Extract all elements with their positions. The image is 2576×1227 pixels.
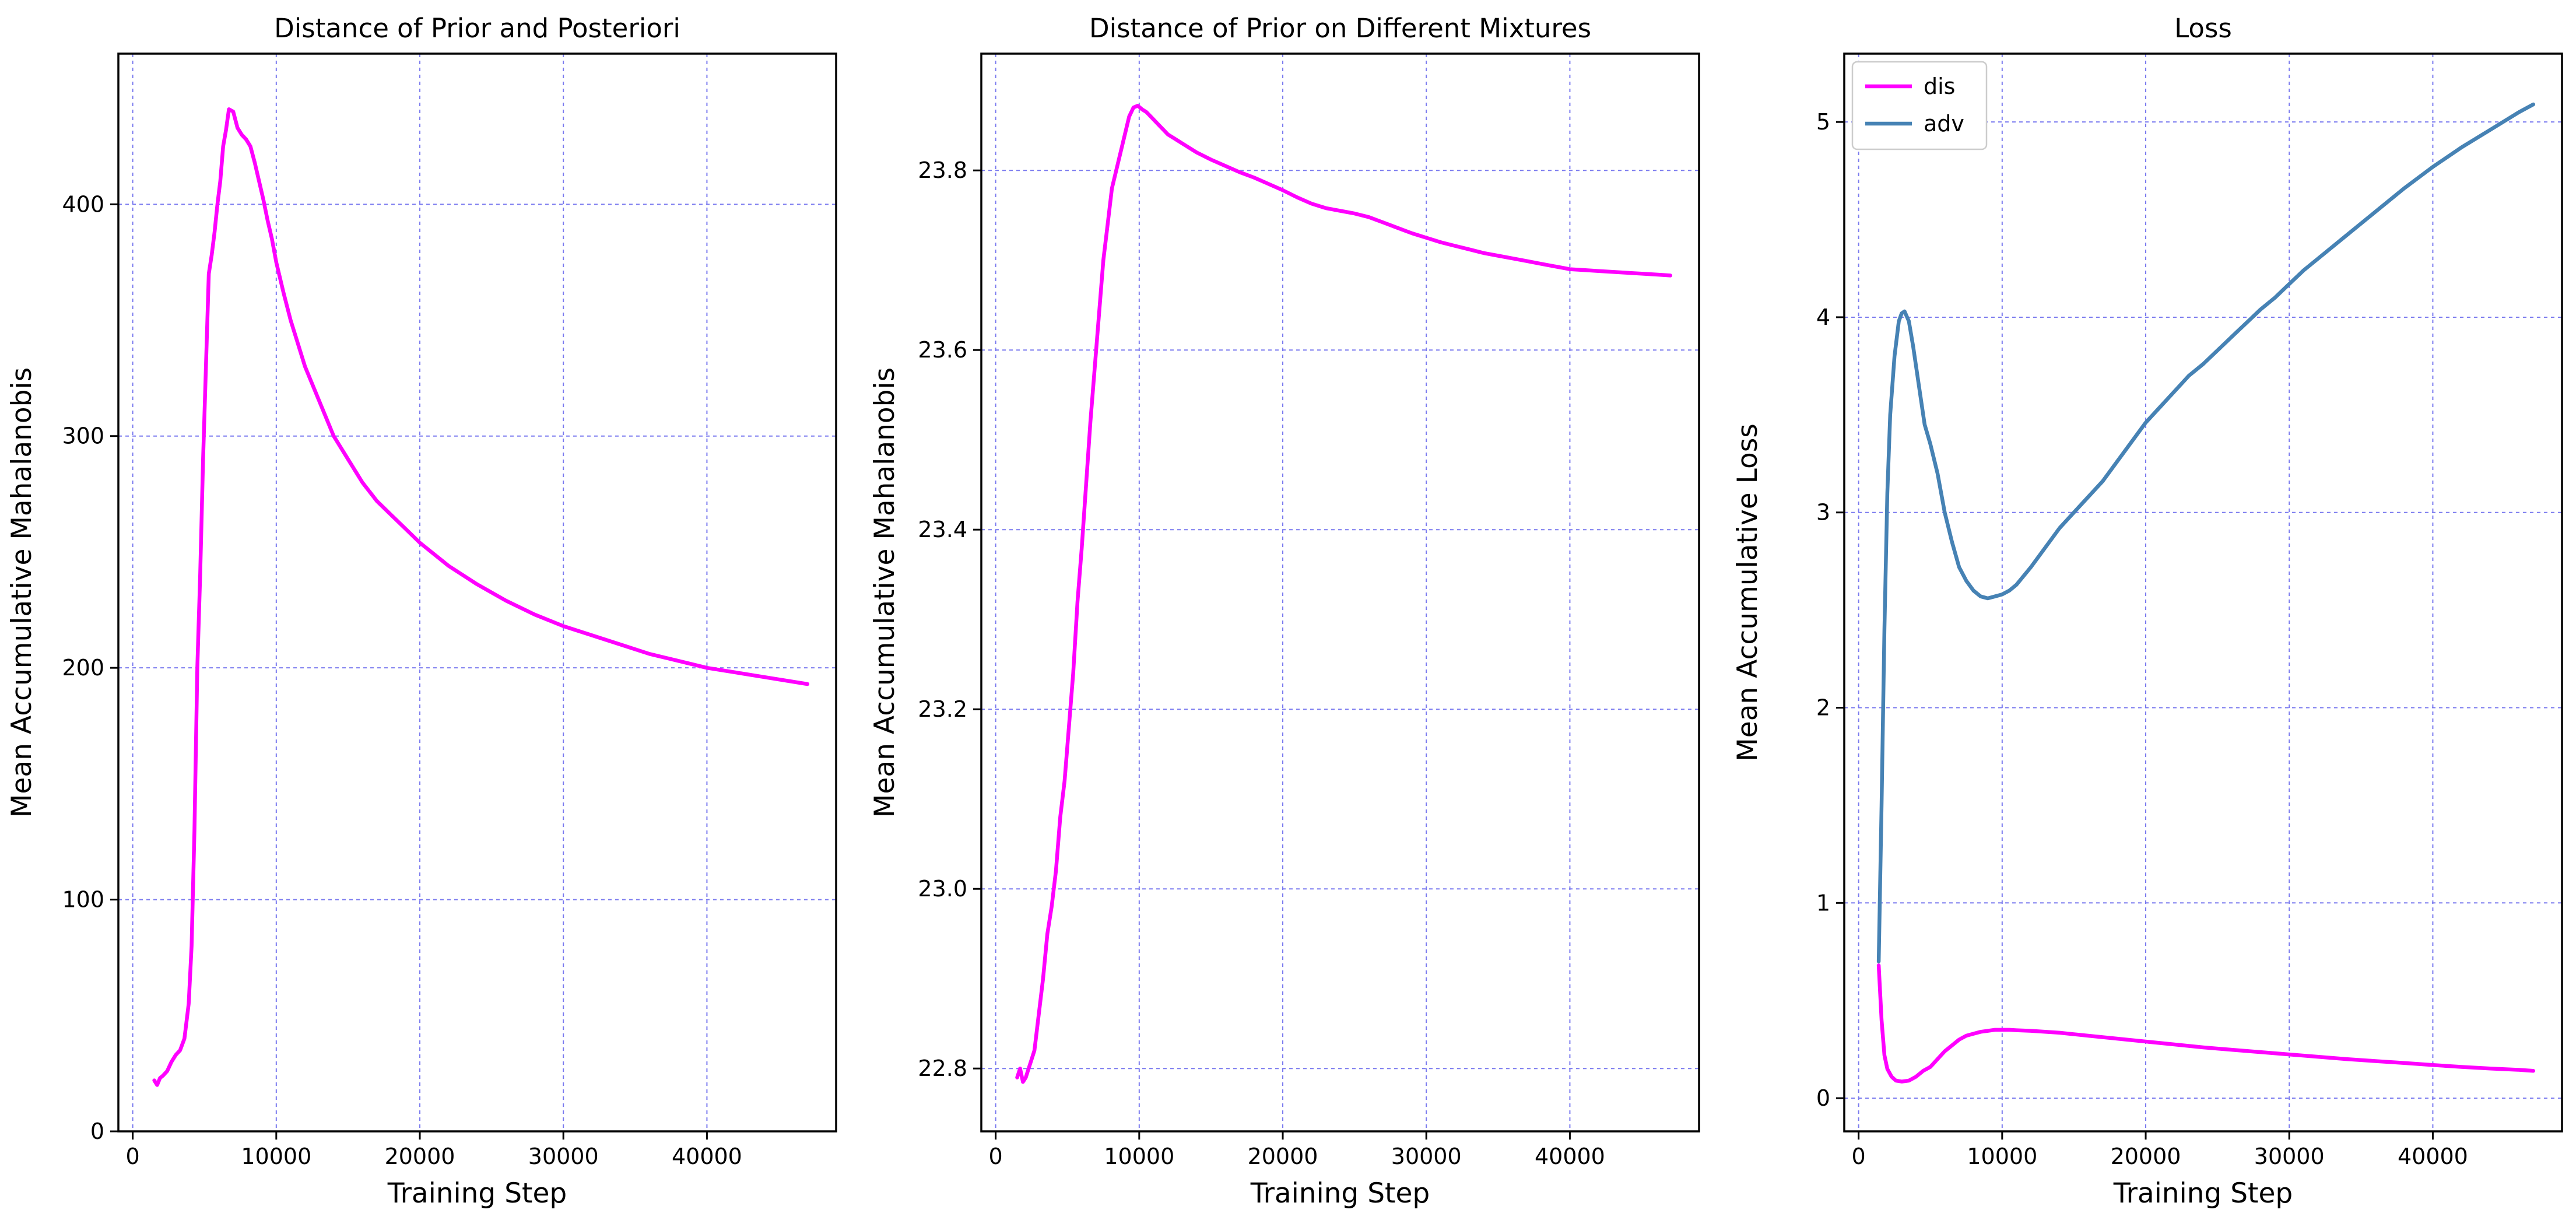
grid	[118, 54, 836, 1132]
series-line-series-1	[152, 107, 810, 1087]
y-tick-label: 2	[1816, 695, 1830, 721]
x-axis-label: Training Step	[387, 1177, 567, 1210]
chart-title: Distance of Prior on Different Mixtures	[1089, 13, 1591, 44]
y-tick-label: 23.4	[918, 517, 967, 542]
x-tick-label: 40000	[672, 1144, 742, 1169]
y-tick-label: 400	[62, 191, 104, 217]
x-tick-label: 20000	[385, 1144, 455, 1169]
y-tick-label: 4	[1816, 304, 1830, 330]
y-tick-label: 0	[90, 1119, 104, 1144]
series-layer	[1015, 104, 1673, 1084]
y-tick-label: 22.8	[918, 1056, 967, 1081]
x-axis-label: Training Step	[2113, 1177, 2293, 1210]
x-tick-label: 40000	[1535, 1144, 1605, 1169]
y-tick-label: 1	[1816, 890, 1830, 916]
axis-ticks: 0 10000 20000 30000 40000 0 100 200 300 400	[62, 191, 742, 1169]
series-line-adv	[1876, 102, 2536, 963]
y-tick-label: 300	[62, 423, 104, 449]
x-axis-label: Training Step	[1250, 1177, 1430, 1210]
y-tick-label: 5	[1816, 109, 1830, 135]
x-tick-label: 30000	[528, 1144, 599, 1169]
y-tick-label: 3	[1816, 500, 1830, 525]
chart-panel-3: 0 10000 20000 30000 40000 0 1 2 3 4 5 Loss Trainin…	[1732, 13, 2563, 1210]
plot-frame	[1843, 52, 2563, 1133]
x-tick-label: 0	[989, 1144, 1003, 1169]
y-tick-label: 100	[62, 887, 104, 913]
x-tick-label: 30000	[2254, 1144, 2325, 1169]
x-tick-label: 10000	[1104, 1144, 1174, 1169]
chart-panel-1: 0 10000 20000 30000 40000 0 100 200 300 400 Dista…	[6, 13, 837, 1210]
legend-box	[1851, 61, 1988, 150]
x-tick-label: 20000	[2111, 1144, 2181, 1169]
x-tick-label: 30000	[1391, 1144, 1462, 1169]
series-layer	[1876, 102, 2536, 1084]
grid	[1844, 54, 2562, 1131]
y-tick-label: 23.2	[918, 696, 967, 722]
y-axis-label: Mean Accumulative Mahalanobis	[869, 367, 901, 818]
plot-frame	[980, 52, 1700, 1133]
grid	[981, 54, 1699, 1131]
series-line-dis	[1876, 963, 2536, 1084]
x-tick-label: 10000	[241, 1144, 311, 1169]
y-tick-label: 23.8	[918, 157, 967, 183]
x-tick-label: 10000	[1967, 1144, 2037, 1169]
y-axis-label: Mean Accumulative Mahalanobis	[6, 367, 38, 818]
legend-label-adv: adv	[1924, 111, 1964, 136]
x-tick-label: 40000	[2398, 1144, 2468, 1169]
x-tick-label: 0	[1852, 1144, 1866, 1169]
axis-ticks: 0 10000 20000 30000 40000 22.8 23.0 23.2 23.4 23.…	[918, 157, 1605, 1169]
chart-title: Loss	[2174, 13, 2232, 44]
plot-frame	[117, 52, 837, 1133]
series-layer	[152, 107, 810, 1087]
y-axis-label: Mean Accumulative Loss	[1732, 423, 1764, 761]
y-tick-label: 200	[62, 655, 104, 681]
series-line-series-1	[1015, 104, 1673, 1084]
legend-label-dis: dis	[1924, 73, 1955, 99]
y-tick-label: 23.6	[918, 337, 967, 363]
axis-ticks: 0 10000 20000 30000 40000 0 1 2 3 4 5	[1816, 109, 2468, 1169]
chart-panel-2: 0 10000 20000 30000 40000 22.8 23.0 23.2 23.4 23.…	[869, 13, 1700, 1210]
x-tick-label: 20000	[1248, 1144, 1318, 1169]
legend: dis adv	[1851, 61, 1988, 150]
x-tick-label: 0	[126, 1144, 140, 1169]
chart-title: Distance of Prior and Posteriori	[274, 13, 680, 44]
y-tick-label: 23.0	[918, 876, 967, 902]
y-tick-label: 0	[1816, 1085, 1830, 1111]
